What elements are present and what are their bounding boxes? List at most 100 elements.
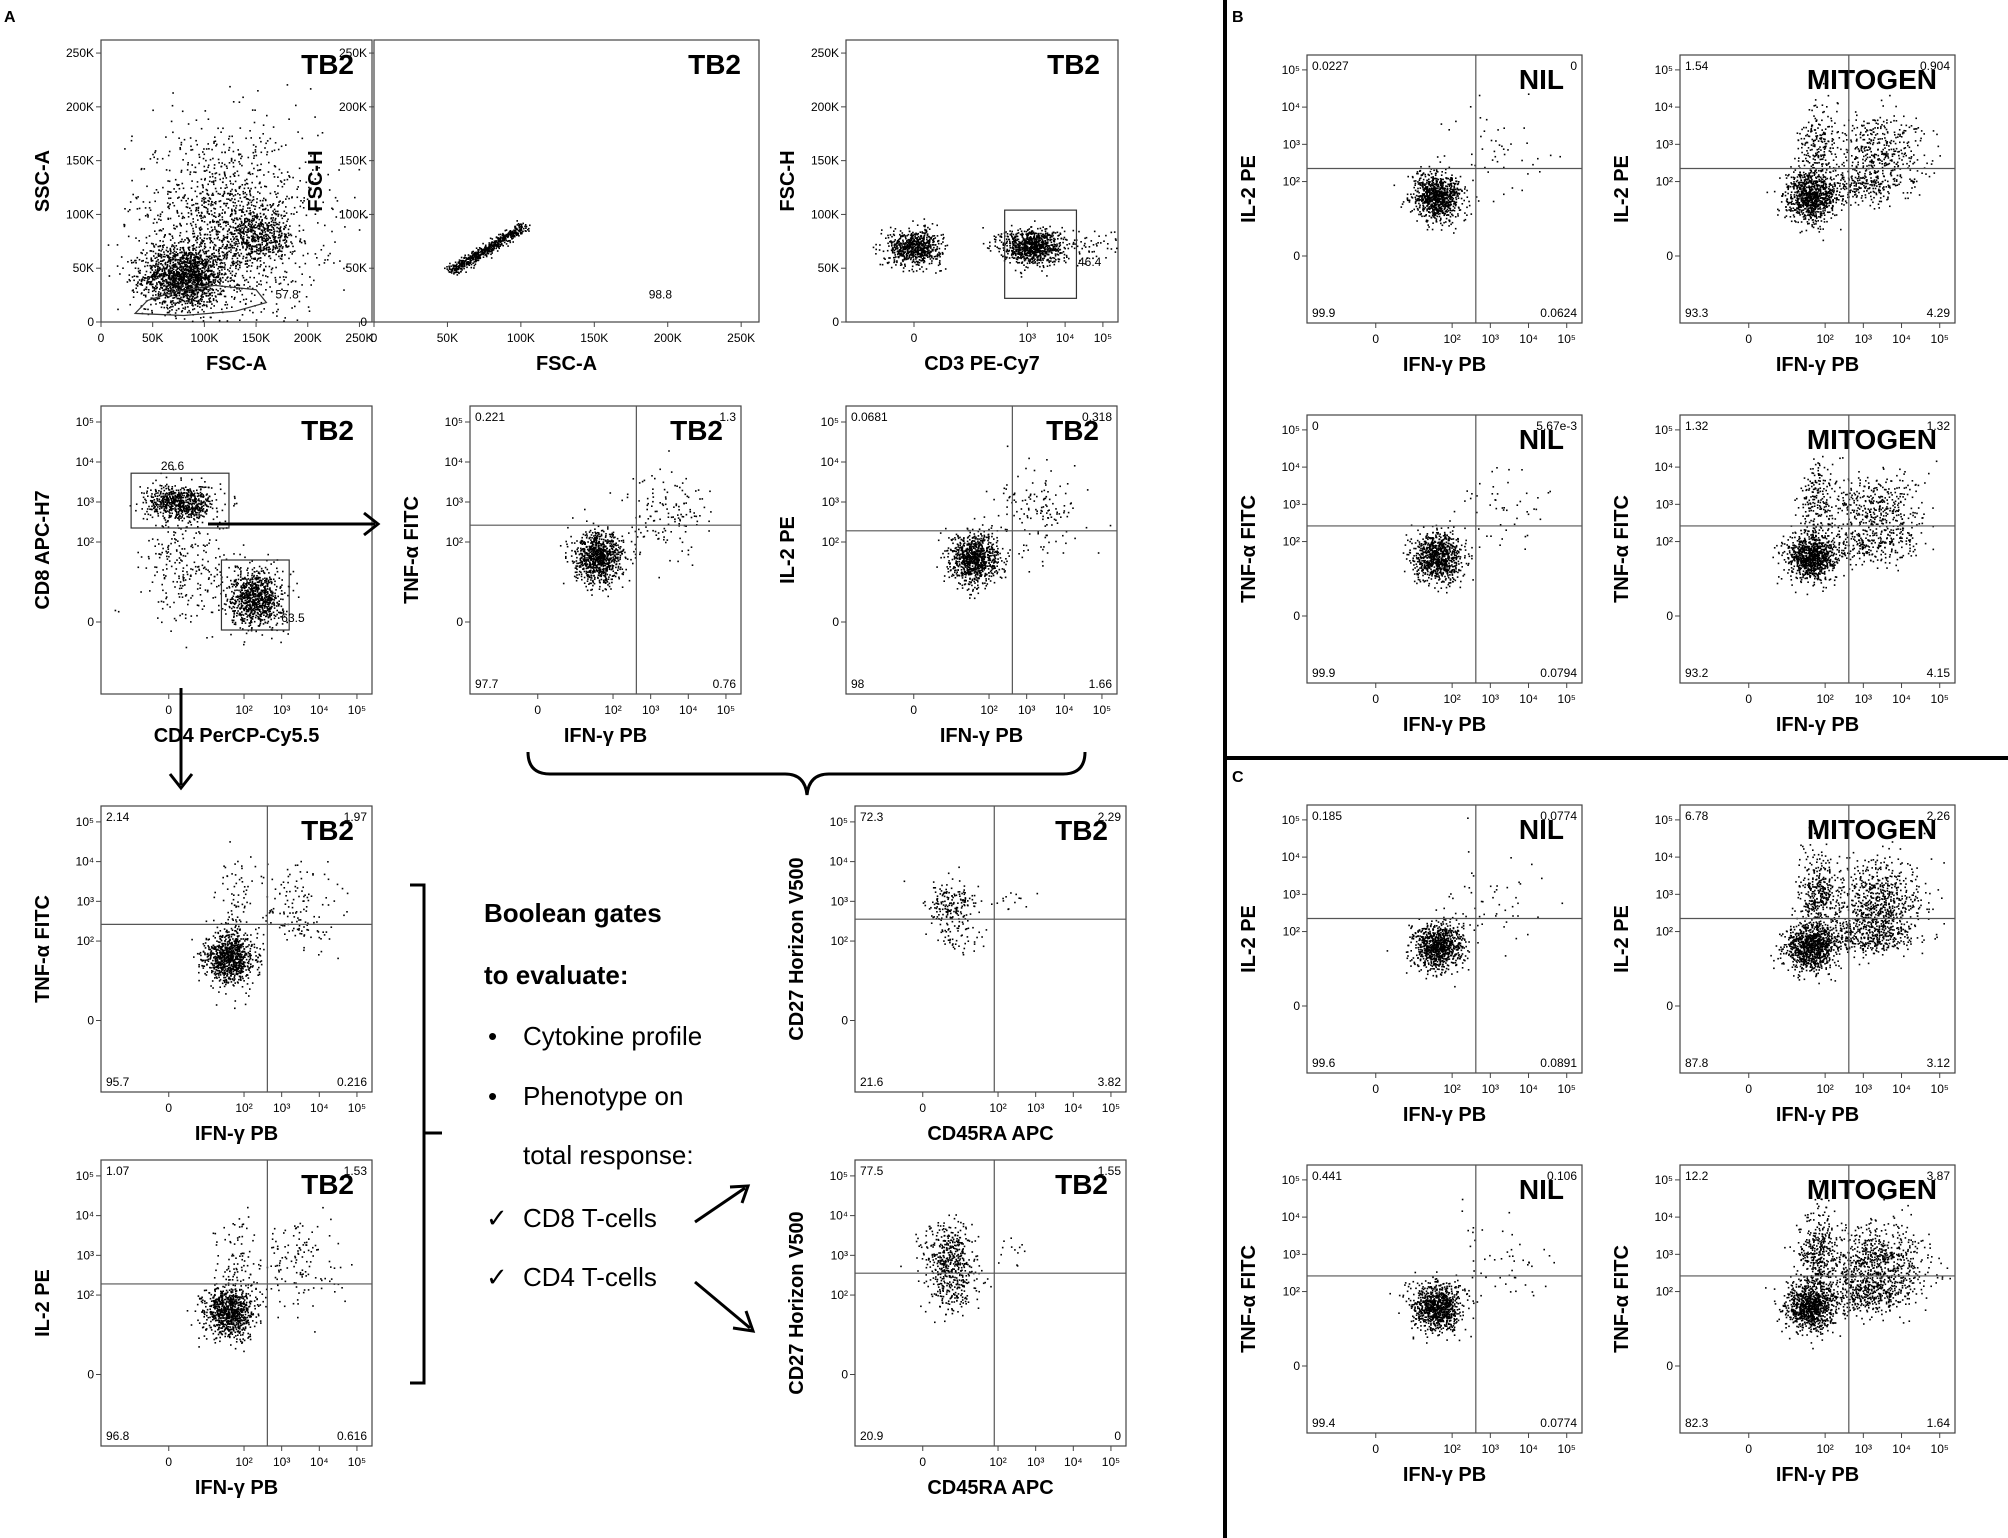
data-point — [234, 227, 237, 230]
data-point — [244, 183, 246, 186]
data-point — [280, 244, 282, 247]
data-point — [911, 247, 914, 250]
data-point — [262, 252, 264, 255]
data-point — [184, 302, 187, 305]
data-point — [185, 281, 187, 283]
data-point — [182, 296, 185, 299]
data-point — [899, 250, 901, 252]
data-point — [256, 236, 258, 238]
data-point — [907, 242, 910, 245]
data-point — [185, 206, 188, 208]
data-point — [150, 275, 153, 277]
data-point — [167, 274, 170, 277]
data-point — [205, 286, 207, 289]
data-point — [467, 257, 470, 260]
data-point — [244, 225, 247, 228]
data-point — [505, 239, 507, 242]
data-point — [194, 277, 197, 280]
data-point — [930, 262, 933, 265]
data-point — [500, 242, 503, 245]
data-point — [161, 301, 164, 304]
data-point — [252, 311, 254, 314]
data-point — [272, 210, 274, 212]
data-point — [234, 255, 237, 257]
data-point — [199, 232, 201, 234]
data-point — [176, 274, 179, 277]
data-point — [912, 251, 914, 253]
data-point — [195, 256, 197, 259]
data-point — [249, 213, 252, 216]
data-point — [163, 291, 166, 293]
data-point — [265, 240, 267, 242]
data-point — [302, 229, 305, 231]
data-point — [228, 228, 230, 230]
data-point — [239, 127, 242, 129]
data-point — [226, 277, 228, 279]
data-point — [192, 230, 195, 232]
data-point — [278, 248, 281, 250]
data-point — [205, 274, 208, 277]
data-point — [180, 240, 183, 243]
data-point — [218, 239, 221, 241]
data-point — [181, 298, 183, 301]
data-point — [898, 253, 901, 255]
data-point — [149, 283, 151, 285]
data-point — [186, 293, 188, 296]
data-point — [231, 218, 233, 221]
data-point — [136, 282, 139, 285]
x-tick-label: 150K — [580, 331, 608, 345]
data-point — [902, 241, 904, 243]
data-point — [246, 270, 248, 273]
data-point — [488, 248, 491, 250]
data-point — [298, 300, 301, 303]
data-point — [1024, 250, 1026, 253]
data-point — [937, 264, 940, 267]
data-point — [251, 228, 253, 231]
data-point — [206, 277, 209, 279]
data-point — [193, 267, 196, 270]
data-point — [300, 200, 302, 202]
data-point — [234, 296, 236, 299]
data-point — [269, 137, 272, 140]
data-point — [196, 285, 198, 288]
data-point — [189, 285, 192, 287]
data-point — [448, 271, 450, 273]
data-point — [216, 261, 218, 264]
data-point — [941, 253, 944, 255]
data-point — [249, 209, 251, 212]
data-point — [160, 255, 162, 258]
data-point — [928, 262, 931, 265]
y-tick-label: 150K — [66, 154, 94, 168]
data-point — [304, 242, 307, 245]
data-point — [224, 264, 226, 266]
data-point — [191, 259, 193, 261]
y-tick-label: 250K — [339, 46, 367, 60]
data-point — [231, 257, 234, 260]
data-point — [924, 253, 926, 256]
data-point — [166, 246, 168, 249]
data-point — [913, 245, 916, 248]
data-point — [277, 213, 280, 216]
data-point — [911, 254, 914, 257]
data-point — [220, 226, 222, 228]
data-point — [222, 228, 224, 231]
data-point — [154, 269, 157, 271]
data-point — [218, 213, 221, 215]
data-point — [1027, 260, 1030, 262]
data-point — [226, 237, 228, 239]
data-point — [257, 257, 260, 260]
data-point — [278, 243, 281, 245]
data-point — [223, 171, 226, 173]
data-point — [916, 240, 919, 243]
data-point — [467, 256, 470, 259]
data-point — [222, 257, 225, 260]
data-point — [231, 247, 234, 249]
data-point — [168, 310, 171, 312]
data-point — [127, 235, 130, 238]
data-point — [195, 252, 197, 254]
data-point — [166, 295, 169, 298]
data-point — [224, 295, 227, 298]
data-point — [137, 270, 140, 273]
data-point — [290, 213, 293, 215]
data-point — [255, 154, 258, 157]
